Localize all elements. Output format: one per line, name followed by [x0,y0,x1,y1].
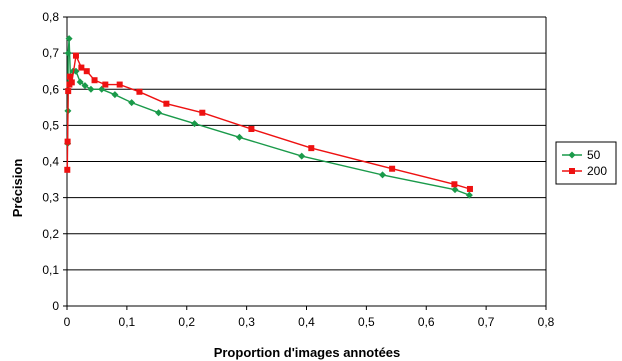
tick-labels: 0 0,1 0,2 0,3 0,4 0,5 0,6 0,7 0,8 0 0,1 0,2 0,3 0,4 0,… [42,10,554,329]
x-tick-label: 0,4 [298,315,315,329]
point-marker-square [102,81,109,88]
x-tick-label: 0,7 [478,315,495,329]
series-layer [64,35,473,199]
y-tick-label: 0,5 [42,118,59,132]
point-marker-square [163,100,170,107]
x-tick-label: 0 [64,315,71,329]
x-tick-label: 0,6 [418,315,435,329]
point-marker-square [116,81,123,88]
x-tick-label: 0,5 [358,315,375,329]
point-marker-diamond [81,82,89,90]
y-tick-label: 0 [52,299,59,313]
x-tick-label: 0,8 [538,315,555,329]
x-tick-label: 0,3 [238,315,255,329]
point-marker-square [308,145,315,152]
point-marker-diamond [76,78,84,86]
x-axis-title: Proportion d'images annotées [214,345,401,360]
point-marker-diamond [155,109,163,117]
grid-lines [67,16,546,271]
point-marker-diamond [451,186,459,194]
series-line [66,38,470,196]
point-marker-square [569,168,575,174]
point-marker-square [199,109,206,116]
point-marker-diamond [191,120,199,128]
point-marker-diamond [64,49,72,57]
axes [63,16,547,310]
legend-box [555,141,617,185]
point-marker-diamond [298,152,306,160]
point-marker-square [248,125,255,132]
point-marker-square [78,64,85,71]
point-marker-square [136,88,143,95]
y-tick-label: 0,8 [42,10,59,24]
point-marker-square [91,77,98,84]
y-tick-label: 0,7 [42,46,59,60]
point-marker-diamond [465,191,473,199]
y-axis-title: Précision [10,159,25,218]
point-marker-diamond [87,85,95,93]
y-tick-label: 0,3 [42,191,59,205]
point-marker-square [389,165,396,172]
point-marker-diamond [379,171,387,179]
point-marker-square [68,79,75,86]
series-200 [64,52,473,192]
point-marker-diamond [568,151,576,159]
y-tick-label: 0,1 [42,263,59,277]
point-marker-square [466,185,473,192]
point-marker-square [65,88,72,95]
point-marker-square [83,68,90,75]
point-marker-diamond [128,99,136,107]
point-marker-diamond [65,35,73,43]
legend-label: 200 [587,164,607,178]
point-marker-square [451,181,458,188]
legend-label: 50 [587,148,601,162]
point-marker-square [72,52,79,59]
point-marker-diamond [111,91,119,99]
point-marker-square [64,166,71,173]
y-tick-label: 0,2 [42,227,59,241]
y-tick-label: 0,4 [42,155,59,169]
point-marker-diamond [235,133,243,141]
point-marker-square [64,138,71,145]
series-line [66,53,471,190]
x-tick-label: 0,1 [119,315,136,329]
point-marker-square [66,73,73,80]
y-tick-label: 0,6 [42,82,59,96]
x-tick-label: 0,2 [178,315,195,329]
